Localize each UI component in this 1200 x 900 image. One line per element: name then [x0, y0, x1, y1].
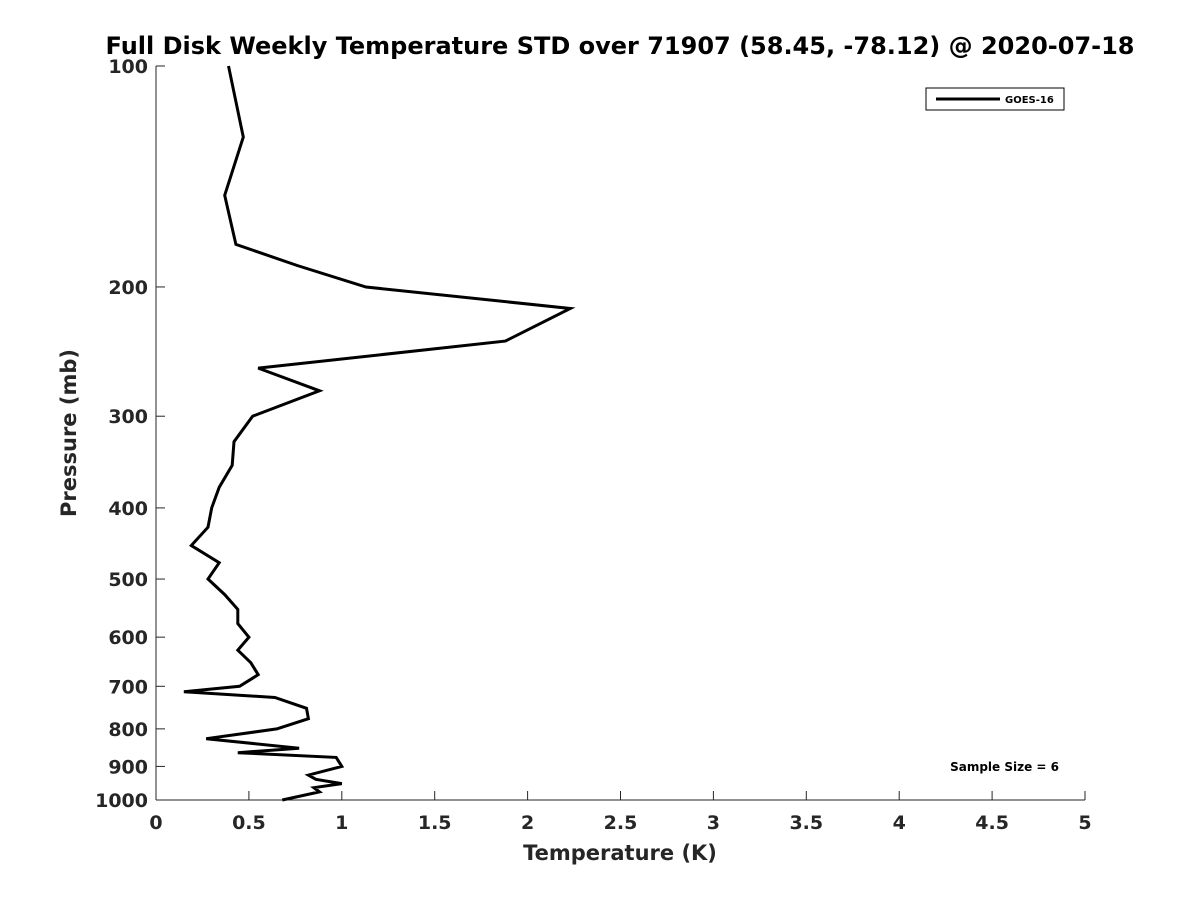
- y-axis-ticks: 100 200 300 400 500 600 700 800 900 1000: [95, 56, 165, 812]
- y-tick-label: 300: [108, 406, 148, 428]
- x-axis-label: Temperature (K): [523, 841, 717, 865]
- x-tick-label: 0: [149, 812, 162, 834]
- series-layer: [183, 65, 576, 802]
- x-tick-label: 4: [893, 812, 906, 834]
- legend-entry-goes-16: GOES-16: [1005, 95, 1054, 106]
- x-tick-label: 4.5: [975, 812, 1009, 834]
- y-tick-label: 100: [108, 56, 148, 78]
- y-tick-label: 800: [108, 719, 148, 741]
- x-tick-label: 3: [707, 812, 720, 834]
- y-tick-label: 600: [108, 627, 148, 649]
- chart-title: Full Disk Weekly Temperature STD over 71…: [106, 32, 1135, 60]
- x-tick-label: 1.5: [418, 812, 452, 834]
- y-tick-label: 900: [108, 756, 148, 778]
- y-tick-label: 200: [108, 277, 148, 299]
- plot-area: [156, 66, 1085, 800]
- y-tick-label: 700: [108, 676, 148, 698]
- y-axis-label: Pressure (mb): [57, 349, 81, 517]
- x-tick-label: 2: [521, 812, 534, 834]
- x-tick-label: 0.5: [232, 812, 266, 834]
- y-tick-label: 400: [108, 498, 148, 520]
- x-tick-label: 3.5: [789, 812, 823, 834]
- x-tick-label: 1: [335, 812, 348, 834]
- x-tick-label: 2.5: [604, 812, 638, 834]
- legend: GOES-16: [925, 87, 1065, 111]
- y-tick-label: 1000: [95, 790, 148, 812]
- x-axis-ticks: 0 0.5 1 1.5 2 2.5 3 3.5 4 4.5 5: [149, 791, 1092, 834]
- y-tick-label: 500: [108, 569, 148, 591]
- sample-size-annotation: Sample Size = 6: [950, 760, 1059, 774]
- series-line-goes-16: [183, 65, 576, 802]
- x-tick-label: 5: [1078, 812, 1091, 834]
